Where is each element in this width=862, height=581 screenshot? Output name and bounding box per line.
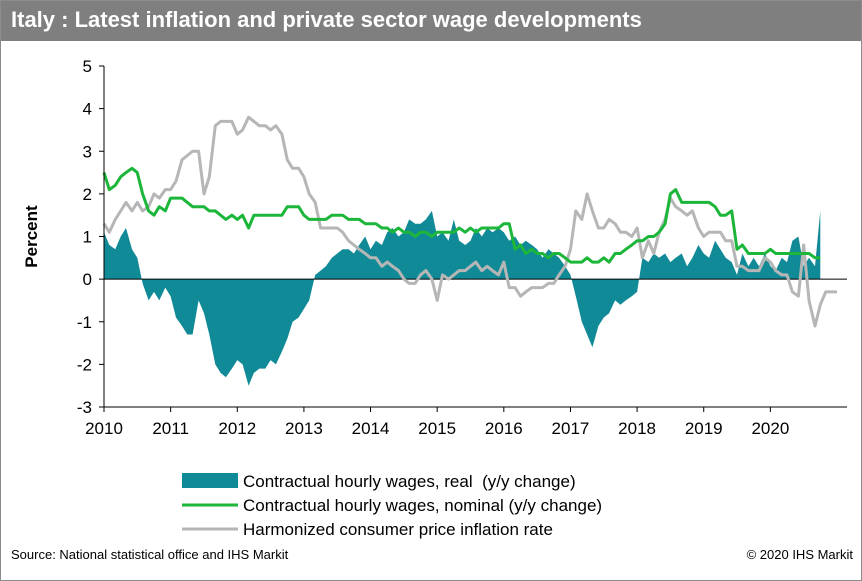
y-tick-label: 4 bbox=[83, 100, 92, 119]
y-tick-label: 1 bbox=[83, 228, 92, 247]
x-tick-label: 2017 bbox=[552, 419, 590, 438]
y-tick-label: -3 bbox=[77, 398, 92, 417]
y-axis-label: Percent bbox=[22, 205, 41, 268]
x-tick-label: 2015 bbox=[418, 419, 456, 438]
legend-label-real: Contractual hourly wages, real (y/y chan… bbox=[243, 472, 576, 491]
y-tick-label: 0 bbox=[83, 270, 92, 289]
x-tick-label: 2013 bbox=[285, 419, 323, 438]
legend-label-cpi: Harmonized consumer price inflation rate bbox=[243, 520, 553, 539]
series-nominal-wages-line bbox=[102, 166, 821, 264]
chart-title: Italy : Latest inflation and private sec… bbox=[11, 7, 642, 32]
y-tick-label: -2 bbox=[77, 355, 92, 374]
title-bar: Italy : Latest inflation and private sec… bbox=[1, 1, 861, 41]
legend-swatch-real bbox=[182, 473, 238, 488]
y-tick-label: 2 bbox=[83, 185, 92, 204]
x-tick-label: 2016 bbox=[485, 419, 523, 438]
x-tick-label: 2010 bbox=[85, 419, 123, 438]
source-note: Source: National statistical office and … bbox=[11, 547, 289, 562]
y-tick-label: -1 bbox=[77, 313, 92, 332]
series-real-wages-area bbox=[104, 210, 821, 386]
x-tick-label: 2012 bbox=[218, 419, 256, 438]
x-tick-label: 2011 bbox=[152, 419, 189, 438]
x-tick-label: 2020 bbox=[751, 419, 789, 438]
x-tick-label: 2019 bbox=[685, 419, 723, 438]
y-tick-label: 5 bbox=[83, 57, 92, 76]
series-cpi-line bbox=[102, 115, 837, 328]
copyright-note: © 2020 IHS Markit bbox=[746, 547, 853, 562]
y-tick-label: 3 bbox=[83, 142, 92, 161]
legend-label-nominal: Contractual hourly wages, nominal (y/y c… bbox=[243, 496, 602, 515]
x-tick-label: 2018 bbox=[618, 419, 656, 438]
x-tick-label: 2014 bbox=[352, 419, 390, 438]
